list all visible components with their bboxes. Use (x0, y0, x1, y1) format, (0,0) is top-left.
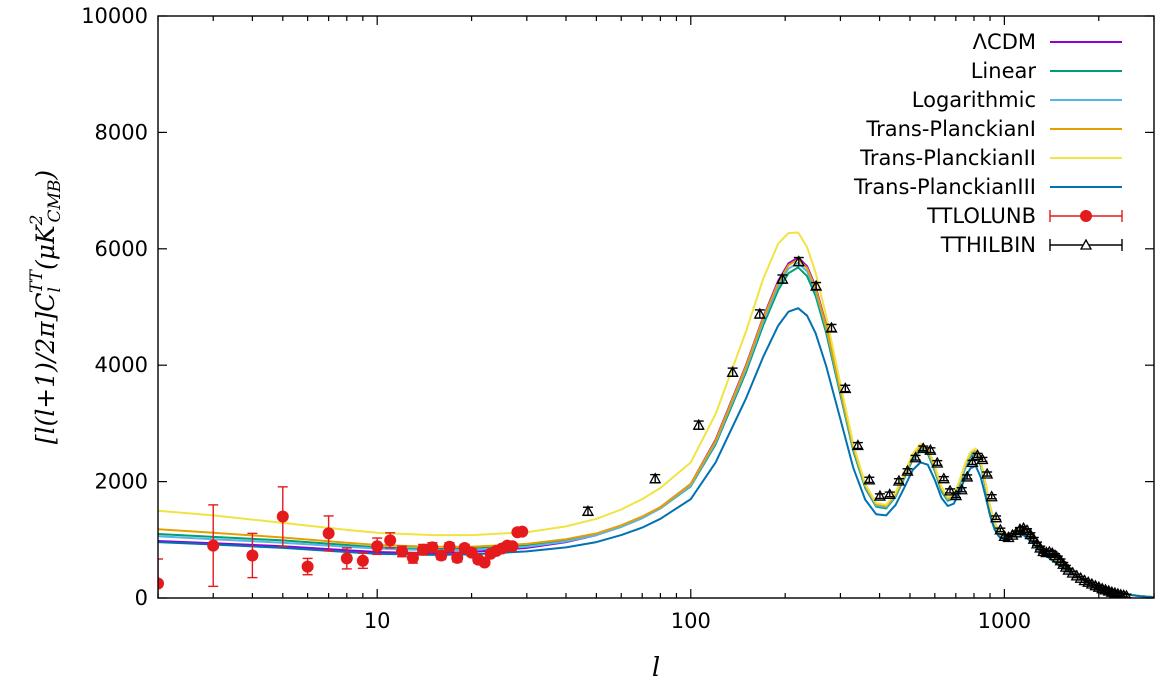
data-point (396, 545, 409, 558)
y-axis-title-unit: (μK (31, 224, 60, 270)
data-point (976, 453, 989, 465)
data-point (340, 552, 353, 565)
data-point (792, 255, 805, 267)
data-point (207, 539, 220, 552)
legend-entry-tthilbin: TTHILBIN (940, 233, 1123, 257)
legend-label: Trans-PlanckianIII (853, 175, 1036, 199)
data-point (883, 488, 896, 500)
data-point (810, 279, 823, 291)
legend-swatch-marker (1079, 238, 1093, 250)
x-tick-label: 1000 (978, 609, 1031, 633)
y-axis-title-close: ) (31, 170, 60, 181)
data-point (581, 504, 595, 516)
legend-label: Linear (971, 59, 1037, 83)
data-point (246, 549, 259, 562)
data-point (924, 443, 937, 455)
data-point (966, 456, 979, 468)
legend-label: Trans-PlanckianII (859, 146, 1036, 170)
data-point (322, 527, 335, 540)
legend-entry-trans-planckiani: Trans-PlanckianI (865, 117, 1122, 141)
data-point (981, 467, 994, 479)
data-point (825, 321, 838, 333)
data-point (451, 551, 464, 564)
data-point (909, 451, 922, 463)
data-point (839, 382, 852, 394)
legend-entry-ttlolunb: TTLOLUNB (926, 204, 1123, 228)
data-point (726, 365, 739, 377)
ticks-layer: 0 2000 4000 6000 8000 10000 10 100 1000 (81, 4, 1155, 633)
legend-label: ΛCDM (973, 30, 1036, 54)
data-point (158, 577, 164, 590)
legend-entry-logarithmic: Logarithmic (912, 88, 1122, 112)
legend-entry-cdm: ΛCDM (973, 30, 1122, 54)
data-point (516, 525, 529, 538)
y-axis-title-sub: l (45, 287, 65, 292)
data-point (971, 449, 984, 461)
data-point (276, 510, 289, 523)
data-point (901, 464, 914, 476)
data-point (1024, 528, 1037, 540)
series-line-trans-planckianiii (158, 307, 1154, 598)
x-axis-title: l (652, 653, 660, 683)
data-point (955, 483, 968, 495)
data-point (692, 418, 705, 430)
data-point (384, 534, 397, 547)
data-point (753, 307, 766, 319)
y-tick-label: 8000 (95, 120, 148, 144)
legend-entry-linear: Linear (971, 59, 1122, 83)
points-layer (158, 255, 1132, 598)
data-point (435, 549, 448, 562)
data-point (949, 489, 963, 501)
data-point (943, 484, 957, 496)
y-axis-title-main: [l(l+1)/2π]C (31, 292, 60, 444)
series-points-tthilbin (581, 255, 1132, 598)
plot-frame (157, 15, 1155, 599)
data-point (506, 540, 519, 553)
x-tick-label: 10 (364, 609, 391, 633)
data-point (931, 456, 944, 468)
legend-entry-trans-planckianiii: Trans-PlanckianIII (853, 175, 1122, 199)
y-axis-title: [l(l+1)/2π]ClTT(μK2CMB) (27, 170, 65, 444)
data-point (426, 541, 439, 554)
y-axis-title-unit-sup: 2 (27, 214, 47, 226)
data-point (356, 554, 369, 567)
legend-label: TTLOLUNB (926, 204, 1036, 228)
data-point (443, 540, 456, 553)
series-points-ttlolunb (158, 486, 529, 598)
data-point (985, 490, 998, 502)
data-point (961, 470, 974, 482)
legend-label: TTHILBIN (940, 233, 1036, 257)
y-axis-title-unit-sub: CMB (45, 180, 65, 223)
data-point (937, 472, 950, 484)
data-point (776, 272, 789, 284)
legend-label: Trans-PlanckianI (865, 117, 1036, 141)
data-point (989, 511, 1003, 523)
y-tick-label: 0 (135, 586, 148, 610)
y-tick-label: 4000 (95, 353, 148, 377)
data-point (406, 551, 419, 564)
legend-label: Logarithmic (912, 88, 1036, 112)
data-point (478, 556, 491, 569)
data-point (873, 489, 887, 501)
data-point (1121, 589, 1132, 598)
data-point (863, 473, 876, 485)
legend-entry-trans-planckianii: Trans-PlanckianII (859, 146, 1122, 170)
x-tick-label: 100 (671, 609, 711, 633)
data-point (892, 474, 906, 486)
data-point (649, 472, 662, 484)
y-tick-label: 6000 (95, 237, 148, 261)
y-tick-label: 10000 (81, 4, 148, 28)
y-axis-title-sup: TT (27, 268, 47, 293)
data-point (417, 543, 430, 556)
data-point (371, 540, 384, 553)
data-point (1027, 532, 1040, 544)
y-tick-label: 2000 (95, 470, 148, 494)
data-point (301, 560, 314, 573)
legend-swatch-marker (1080, 210, 1092, 222)
legend: ΛCDM Linear Logarithmic Trans-PlanckianI Tra… (853, 30, 1123, 257)
data-point (851, 439, 864, 451)
